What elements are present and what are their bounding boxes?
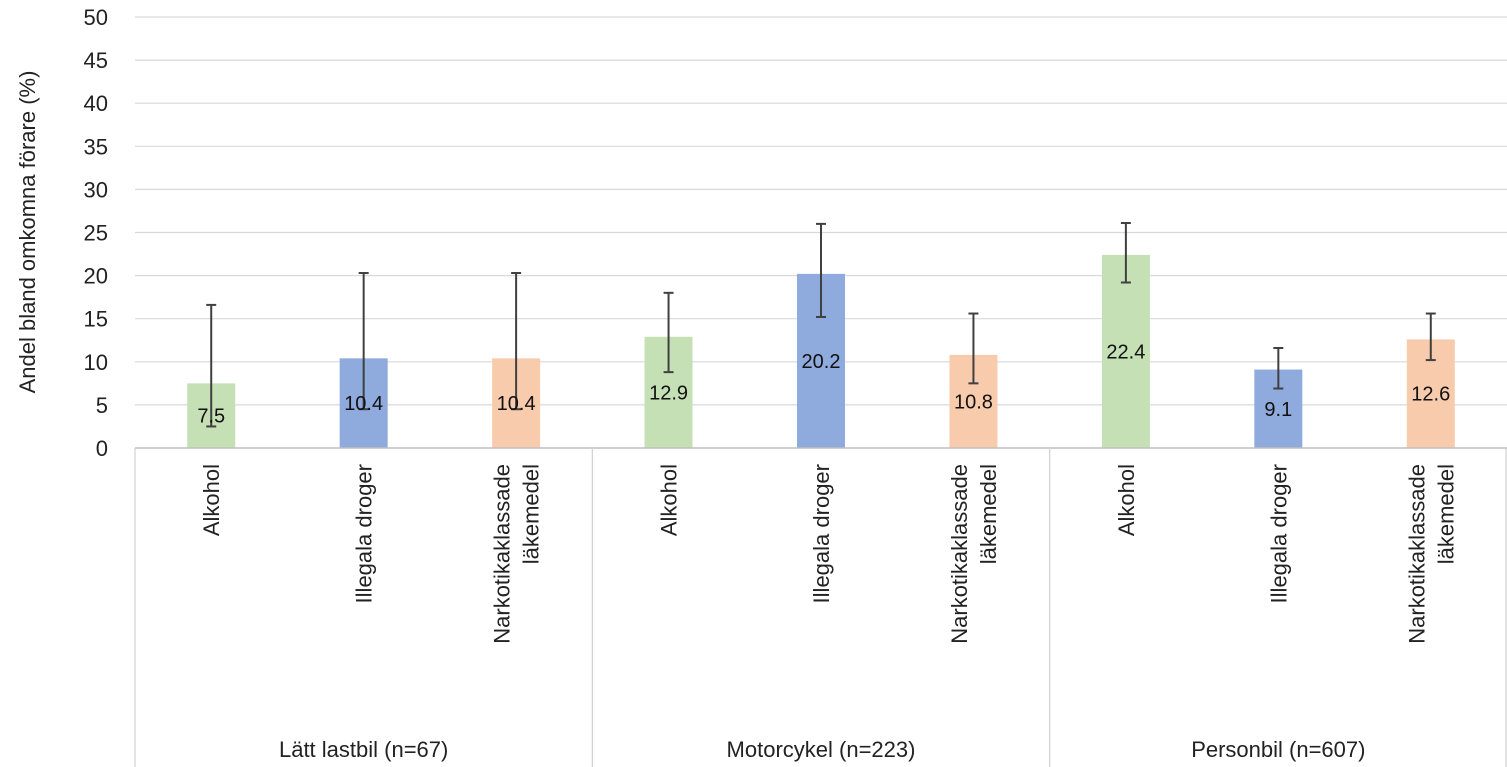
data-label: 12.9 bbox=[649, 382, 688, 404]
data-label: 10.4 bbox=[497, 393, 536, 415]
y-tick-label: 0 bbox=[96, 436, 108, 461]
x-axis: Alkohol Illegala droger Narkotikaklassade l… bbox=[134, 447, 1507, 767]
x-category-label: Illegala droger bbox=[352, 464, 377, 603]
group-label: Motorcykel (n=223) bbox=[727, 737, 916, 762]
data-label: 20.2 bbox=[802, 351, 841, 373]
x-category-label: Narkotikaklassade läkemedel bbox=[1404, 464, 1458, 644]
x-category-label: Alkohol bbox=[199, 464, 224, 536]
data-label: 22.4 bbox=[1106, 341, 1145, 363]
y-tick-label: 45 bbox=[84, 48, 108, 73]
y-tick-label: 40 bbox=[84, 91, 108, 116]
y-axis-ticks: 0 5 10 15 20 25 30 35 40 45 50 bbox=[84, 5, 108, 461]
group-label: Lätt lastbil (n=67) bbox=[279, 737, 448, 762]
y-tick-label: 5 bbox=[96, 393, 108, 418]
x-category-label: Illegala droger bbox=[809, 464, 834, 603]
x-category-label: Narkotikaklassade läkemedel bbox=[490, 464, 544, 644]
y-tick-label: 25 bbox=[84, 221, 108, 246]
data-label: 7.5 bbox=[197, 406, 225, 428]
data-label: 12.6 bbox=[1411, 384, 1450, 406]
bar bbox=[1101, 254, 1150, 448]
y-tick-label: 50 bbox=[84, 5, 108, 30]
data-label: 10.4 bbox=[344, 393, 383, 415]
y-tick-label: 35 bbox=[84, 134, 108, 159]
y-tick-label: 20 bbox=[84, 264, 108, 289]
group-label: Personbil (n=607) bbox=[1191, 737, 1365, 762]
x-category-label: Illegala droger bbox=[1266, 464, 1291, 603]
error-bars bbox=[206, 222, 1436, 428]
y-axis-label: Andel bland omkomna förare (%) bbox=[15, 71, 40, 394]
data-labels: 7.5 10.4 10.4 12.9 20.2 10.8 22.4 9.1 12.6 bbox=[197, 341, 1450, 427]
x-category-label: Alkohol bbox=[1114, 464, 1139, 536]
data-label: 9.1 bbox=[1264, 399, 1292, 421]
data-label: 10.8 bbox=[954, 391, 993, 413]
y-tick-label: 15 bbox=[84, 307, 108, 332]
x-category-label: Alkohol bbox=[657, 464, 682, 536]
y-tick-label: 30 bbox=[84, 177, 108, 202]
x-category-label: Narkotikaklassade läkemedel bbox=[947, 464, 1001, 644]
y-tick-label: 10 bbox=[84, 350, 108, 375]
